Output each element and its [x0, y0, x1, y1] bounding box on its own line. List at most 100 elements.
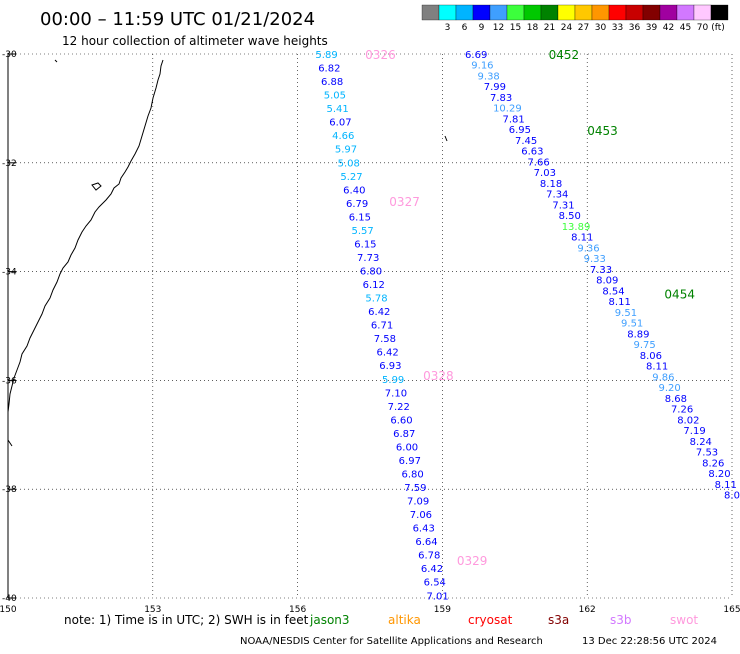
wave-height-point: 7.53: [696, 448, 718, 459]
legend-label: 21: [544, 23, 555, 33]
x-tick-label: 156: [289, 605, 306, 615]
wave-height-point: 6.42: [376, 348, 398, 359]
wave-height-point: 8.11: [609, 297, 631, 308]
coast-islet: [444, 135, 448, 142]
footer-credit: NOAA/NESDIS Center for Satellite Applica…: [240, 636, 543, 647]
x-tick-label: 165: [723, 605, 740, 615]
wave-height-point: 7.66: [527, 157, 549, 168]
wave-height-point: 8.50: [559, 211, 581, 222]
satellite-name: jason3: [309, 613, 350, 627]
wave-height-point: 7.34: [546, 190, 568, 201]
wave-height-point: 6.80: [360, 267, 382, 278]
wave-height-point: 6.87: [393, 429, 415, 440]
australia-coastline: [7, 59, 164, 413]
legend-swatch: [438, 4, 457, 21]
wave-height-point: 8.02: [677, 415, 699, 426]
wave-height-point: 9.16: [471, 61, 493, 72]
wave-height-point: 7.31: [552, 200, 574, 211]
wave-height-point: 6.43: [413, 524, 435, 535]
wave-height-point: 4.66: [332, 131, 354, 142]
satellite-name: altika: [388, 613, 421, 627]
wave-height-point: 8.11: [715, 480, 737, 491]
wave-height-point: 9.75: [634, 340, 656, 351]
x-tick-label: 159: [434, 605, 451, 615]
satellite-name: s3b: [610, 613, 632, 627]
wave-height-point: 5.99: [382, 375, 404, 386]
legend-label: 15: [510, 23, 521, 33]
wave-height-point: 5.05: [324, 91, 346, 102]
legend-swatch: [693, 4, 712, 21]
x-tick-label: 162: [579, 605, 596, 615]
legend-label: 30: [595, 23, 607, 33]
wave-height-point: 10.29: [493, 104, 522, 115]
color-legend: 3 6 9 12 15 18 21 24 27 30 33 36 39 42 45 70 (ft): [421, 4, 729, 33]
wave-height-point: 6.69: [465, 50, 487, 61]
wave-height-point: 7.26: [671, 405, 693, 416]
page-title: 00:00 – 11:59 UTC 01/21/2024: [40, 9, 315, 30]
wave-height-point: 8.18: [540, 179, 562, 190]
legend-label: 9: [479, 23, 485, 33]
legend-label: 27: [578, 23, 589, 33]
wave-height-point: 8.54: [602, 286, 624, 297]
wave-height-point: 5.89: [315, 50, 337, 61]
legend-unit: (ft): [711, 23, 725, 33]
coast-islet: [7, 439, 13, 447]
legend-swatch: [659, 4, 678, 21]
wave-height-point: 6.79: [346, 199, 368, 210]
wave-height-point: 13.89: [562, 222, 591, 233]
wave-height-point: 5.27: [340, 172, 362, 183]
legend-label: 3: [445, 23, 451, 33]
wave-height-point: 7.83: [490, 93, 512, 104]
legend-label: 33: [612, 23, 623, 33]
wave-height-point: 8.11: [646, 362, 668, 373]
axis-ticks: 150 153 156 159 162 165 -30 -32 -34 -36 -38 -40: [0, 50, 740, 615]
wave-height-point: 9.33: [584, 254, 606, 265]
wave-height-point: 9.38: [478, 71, 500, 82]
legend-swatch: [710, 4, 729, 21]
legend-swatch: [608, 4, 627, 21]
legend-swatch: [676, 4, 695, 21]
wave-height-point: 8.68: [665, 394, 687, 405]
y-tick-label: -32: [2, 159, 17, 169]
wave-height-point: 8.24: [690, 437, 712, 448]
y-tick-label: -34: [2, 268, 17, 278]
wave-height-point: 6.80: [401, 469, 423, 480]
wave-height-point: 7.01: [426, 591, 448, 602]
pass-label: 0453: [587, 124, 618, 138]
y-tick-label: -38: [2, 485, 17, 495]
wave-height-points: 5.89 6.82 6.88 5.05 5.41 6.07 4.66 5.97 5.08 5.27…: [315, 50, 740, 602]
legend-label: 12: [493, 23, 504, 33]
legend-swatch: [642, 4, 661, 21]
legend-swatch: [506, 4, 525, 21]
wave-height-point: 6.93: [379, 361, 401, 372]
coast-islet: [54, 59, 58, 63]
x-tick-label: 153: [144, 605, 161, 615]
wave-height-point: 8.89: [627, 329, 649, 340]
wave-height-point: 7.06: [410, 510, 432, 521]
page-subtitle: 12 hour collection of altimeter wave hei…: [62, 34, 328, 48]
y-tick-label: -36: [2, 376, 17, 386]
legend-label: 39: [646, 23, 658, 33]
wave-height-point: 5.41: [327, 104, 349, 115]
legend-swatch: [472, 4, 491, 21]
wave-height-point: 5.57: [352, 226, 374, 237]
legend-swatch: [625, 4, 644, 21]
wave-height-point: 7.09: [407, 497, 429, 508]
legend-label: 70: [697, 23, 709, 33]
pass-label: 0327: [389, 195, 420, 209]
legend-label: 45: [680, 23, 691, 33]
wave-height-point: 9.20: [658, 383, 680, 394]
satellite-key: jason3 altika cryosat s3a s3b swot: [309, 613, 698, 627]
x-tick-label: 150: [0, 605, 17, 615]
wave-height-point: 7.58: [374, 334, 396, 345]
legend-swatch: [591, 4, 610, 21]
pass-labels: 0326 0327 0328 0329 0452 0453 0454: [365, 48, 695, 568]
wave-height-point: 6.63: [521, 147, 543, 158]
legend-label: 24: [561, 23, 573, 33]
wave-height-point: 5.08: [338, 158, 360, 169]
wave-height-point: 7.19: [683, 426, 705, 437]
legend-label: 6: [462, 23, 468, 33]
wave-height-point: 6.42: [368, 307, 390, 318]
wave-height-point: 6.64: [415, 537, 437, 548]
